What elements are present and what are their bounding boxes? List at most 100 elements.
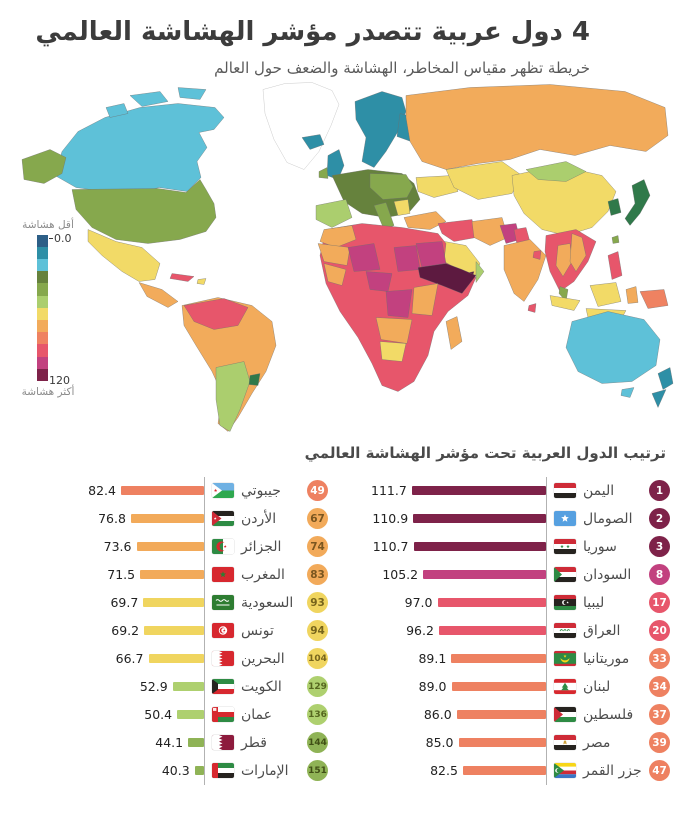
legend-more-fragile-label: أكثر هشاشة: [21, 385, 75, 398]
bar-value-label: 71.5: [107, 567, 136, 583]
bar-value-label: 66.7: [115, 651, 144, 667]
map-region-angola-zambia: [375, 317, 413, 344]
ranking-row: 110.9 الصومال 2: [372, 504, 672, 533]
map-region-uruguay: [248, 373, 261, 386]
rank-badge: 151: [307, 760, 328, 782]
rank-badge: 37: [649, 704, 670, 726]
rank-badge: 47: [649, 760, 670, 782]
ranking-row: 89.1 موريتانيا 33: [372, 644, 672, 673]
ranking-row: 52.9 الكويت 129: [30, 672, 330, 701]
map-region-new-guinea: [639, 289, 669, 309]
fragility-bar: [437, 598, 546, 608]
ranking-row: 82.4 جيبوتي 49: [30, 476, 330, 505]
qatar-flag-icon: [212, 735, 234, 751]
legend-color-segment: [37, 234, 48, 247]
map-region-vietnam: [569, 233, 587, 272]
map-region-russia: [405, 84, 669, 170]
fragility-bar: [172, 682, 204, 692]
page-title: 4 دول عربية تتصدر مؤشر الهشاشة العالمي: [35, 17, 590, 47]
bar-value-label: 69.7: [110, 595, 139, 611]
fragility-bar: [451, 654, 546, 664]
bar-zone: 110.9: [372, 504, 547, 533]
bar-value-label: 82.4: [88, 483, 116, 499]
country-name: لبنان: [583, 678, 611, 695]
ranking-row: 73.6 الجزائر 74: [30, 532, 330, 561]
bar-value-label: 73.6: [103, 539, 132, 555]
bar-zone: 73.6: [30, 532, 205, 561]
iraq-flag-icon: [554, 623, 576, 639]
country-name: البحرين: [241, 650, 285, 667]
ranking-row: 66.7 البحرين 104: [30, 644, 330, 673]
rank-badge: 39: [649, 732, 670, 754]
bar-zone: 111.7: [371, 476, 547, 505]
bar-zone: 85.0: [372, 728, 547, 757]
map-region-cuba: [169, 273, 195, 282]
legend-color-segment: [37, 332, 48, 345]
map-region-iberia: [315, 199, 353, 228]
map-region-india: [503, 239, 547, 302]
country-name: الإمارات: [241, 762, 289, 779]
map-region-nigeria: [365, 271, 393, 292]
bar-value-label: 105.2: [382, 567, 419, 583]
bar-value-label: 86.0: [423, 707, 452, 723]
egypt-flag-icon: [554, 735, 576, 751]
world-choropleth-map: [21, 82, 674, 432]
map-region-mauritania: [317, 243, 351, 266]
lebanon-flag-icon: [554, 679, 576, 695]
fragility-bar: [423, 570, 546, 580]
djibouti-flag-icon: [212, 483, 234, 499]
legend-color-segment: [37, 283, 48, 296]
ranking-row: 96.2 العراق 20: [372, 616, 672, 645]
bar-zone: 69.2: [30, 616, 205, 645]
country-name: جزر القمر: [583, 762, 642, 779]
rank-badge: 67: [307, 508, 328, 530]
ranking-row: 76.8 الأردن 67: [30, 504, 330, 533]
rank-badge: 129: [307, 676, 328, 698]
map-region-iceland: [301, 134, 325, 150]
palestine-flag-icon: [554, 707, 576, 723]
bar-value-label: 52.9: [139, 679, 168, 695]
country-name: عمان: [241, 706, 272, 723]
map-region-balkans: [393, 199, 411, 216]
somalia-flag-icon: [554, 511, 576, 527]
country-name: الأردن: [241, 510, 277, 527]
bar-zone: 76.8: [30, 504, 205, 533]
bar-zone: 105.2: [372, 560, 547, 589]
rank-badge: 1: [649, 480, 670, 502]
map-region-alaska: [21, 149, 67, 184]
rank-badge: 33: [649, 648, 670, 670]
map-region-namibia-botswana: [379, 341, 407, 362]
country-name: موريتانيا: [583, 650, 630, 667]
map-region-morocco: [319, 225, 357, 248]
fragility-bar: [140, 570, 204, 580]
bar-value-label: 69.2: [111, 623, 140, 639]
rank-badge: 144: [307, 732, 328, 754]
map-region-central-europe: [369, 173, 414, 200]
ranking-row: 89.0 لبنان 34: [372, 672, 672, 701]
country-name: اليمن: [583, 482, 615, 499]
rank-badge: 83: [307, 564, 328, 586]
bar-zone: 50.4: [30, 700, 205, 729]
jordan-flag-icon: [212, 511, 234, 527]
algeria-flag-icon: [212, 539, 234, 555]
ranking-row: 71.5 المغرب 83: [30, 560, 330, 589]
tick-mark: [49, 237, 53, 239]
map-region-philippines: [607, 251, 623, 280]
fragility-bar: [456, 710, 546, 720]
bar-zone: 69.7: [30, 588, 205, 617]
ranking-row: 105.2 السودان 8: [372, 560, 672, 589]
rank-badge: 74: [307, 536, 328, 558]
map-region-italy: [373, 202, 395, 230]
bar-zone: 40.3: [30, 756, 205, 785]
bar-zone: 97.0: [372, 588, 547, 617]
rank-badge: 34: [649, 676, 670, 698]
rank-badge: 8: [649, 564, 670, 586]
map-region-new-zealand: [657, 367, 674, 390]
map-region-mali: [347, 243, 381, 272]
map-region-korea: [607, 198, 622, 216]
page-subtitle: خريطة تظهر مقياس المخاطر، الهشاشة والضعف…: [214, 58, 590, 77]
country-name: السودان: [583, 566, 632, 583]
legend-color-segment: [37, 307, 48, 320]
bahrain-flag-icon: [212, 651, 234, 667]
legend-color-segment: [37, 368, 48, 381]
